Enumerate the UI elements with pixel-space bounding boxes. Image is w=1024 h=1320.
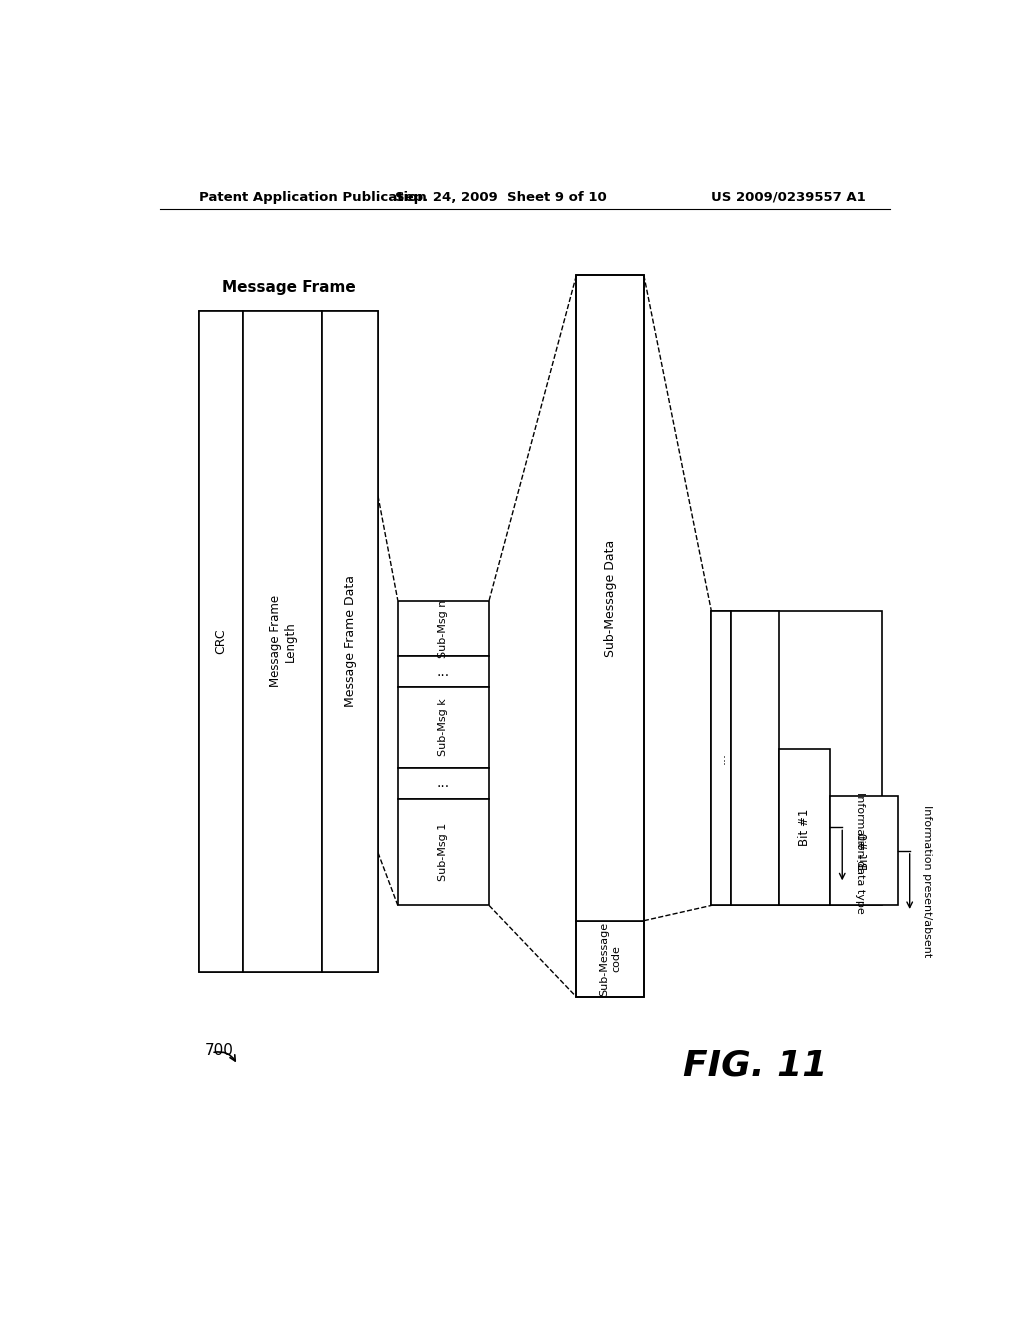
- Bar: [712, 611, 882, 906]
- Bar: [731, 611, 779, 906]
- Text: ...: ...: [437, 776, 450, 791]
- Bar: [397, 768, 489, 799]
- Bar: [200, 310, 243, 972]
- Text: Sub-Msg 1: Sub-Msg 1: [438, 822, 449, 882]
- Text: Message Frame
Length: Message Frame Length: [268, 595, 297, 688]
- Bar: [323, 310, 378, 972]
- Bar: [200, 310, 378, 972]
- Bar: [712, 611, 731, 906]
- Bar: [577, 276, 644, 921]
- Text: Sub-Msg n: Sub-Msg n: [438, 599, 449, 657]
- Text: 700: 700: [205, 1043, 233, 1059]
- Text: Information present/absent: Information present/absent: [923, 805, 932, 957]
- Bar: [397, 686, 489, 768]
- Bar: [243, 310, 323, 972]
- Bar: [577, 921, 644, 997]
- Bar: [830, 796, 898, 906]
- Text: Patent Application Publication: Patent Application Publication: [200, 190, 427, 203]
- Text: Sub-Msg k: Sub-Msg k: [438, 698, 449, 756]
- Text: Sub-Message Data: Sub-Message Data: [603, 540, 616, 656]
- Text: Bit #1: Bit #1: [798, 809, 811, 846]
- Text: Sep. 24, 2009  Sheet 9 of 10: Sep. 24, 2009 Sheet 9 of 10: [395, 190, 607, 203]
- Text: Message Frame Data: Message Frame Data: [344, 576, 356, 708]
- Text: FIG. 11: FIG. 11: [683, 1048, 827, 1082]
- Text: ...: ...: [437, 665, 450, 678]
- Bar: [397, 799, 489, 906]
- Bar: [779, 750, 830, 906]
- Text: Message Frame: Message Frame: [222, 280, 355, 294]
- Text: CRC: CRC: [215, 628, 227, 653]
- Text: US 2009/0239557 A1: US 2009/0239557 A1: [712, 190, 866, 203]
- Text: ...: ...: [715, 752, 728, 764]
- Text: Sub-Message
code: Sub-Message code: [599, 921, 621, 995]
- Bar: [577, 276, 644, 997]
- Text: Bit #0: Bit #0: [857, 833, 870, 870]
- Bar: [397, 601, 489, 656]
- Text: Information data type: Information data type: [855, 792, 864, 913]
- Bar: [397, 656, 489, 686]
